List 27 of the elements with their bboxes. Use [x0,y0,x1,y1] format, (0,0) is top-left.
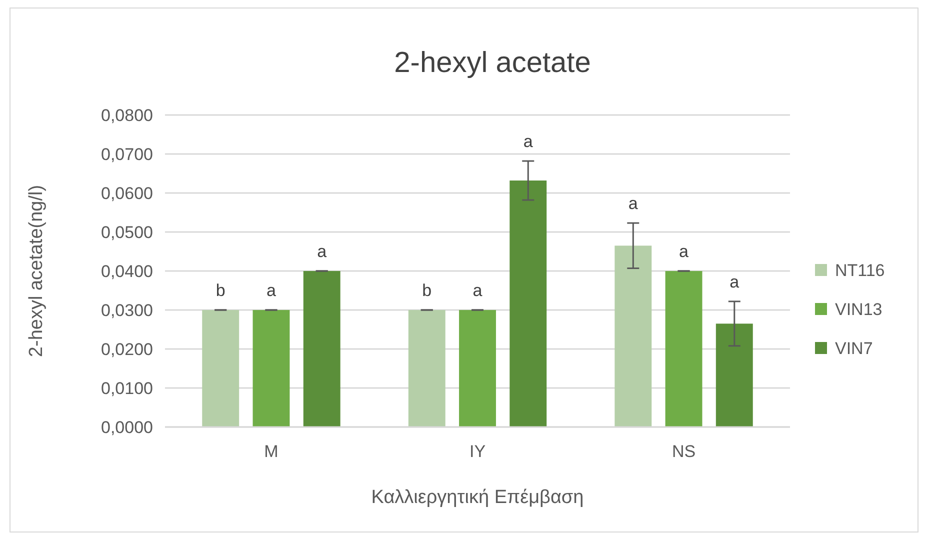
data-label: a [679,242,690,261]
legend-label: VIN13 [835,300,882,319]
y-tick-label: 0,0800 [101,106,153,125]
y-tick-label: 0,0500 [101,222,153,242]
y-tick-label: 0,0600 [101,184,153,203]
y-tick-label: 0,0300 [101,300,153,320]
x-tick-label: NS [672,442,696,461]
data-label: a [317,242,328,261]
y-axis-title: 2-hexyl acetate(ng/l) [26,184,47,358]
data-label: a [523,132,534,152]
y-tick-label: 0,0100 [101,378,153,398]
legend-label: NT116 [835,260,885,280]
y-tick-label: 0,0000 [101,418,153,437]
x-tick-label: IY [469,442,486,461]
y-tick-label: 0,0200 [101,340,153,359]
data-label: a [628,194,638,214]
y-tick-label: 0,0700 [101,144,153,164]
x-tick-label: M [264,442,278,461]
legend-label: VIN7 [835,338,873,358]
data-label: a [266,281,276,300]
data-label: a [472,281,483,300]
data-label: a [730,272,740,292]
y-tick-label: 0,0400 [101,262,153,281]
x-axis-title: Καλλιεργητική Επέμβαση [371,487,584,508]
data-label: b [422,281,432,300]
chart-title: 2-hexyl acetate [394,47,591,79]
data-label: b [216,281,226,300]
